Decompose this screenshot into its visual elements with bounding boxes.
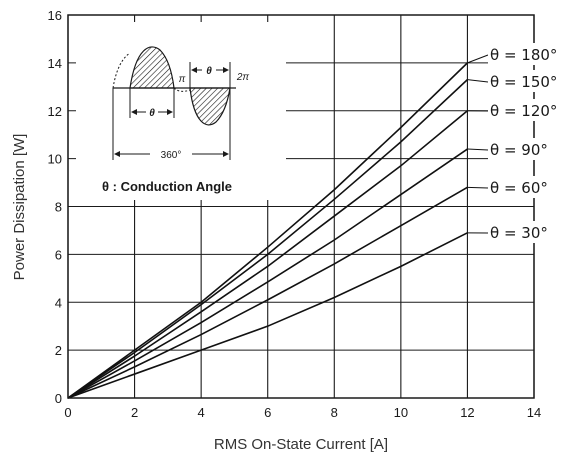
series-label-background [488, 221, 558, 243]
plot-frame [67, 14, 535, 399]
data-curves [67, 62, 468, 399]
x-tick-label: 8 [331, 405, 338, 420]
theta-arrowhead-left [131, 109, 137, 115]
series-label-leader [467, 148, 489, 151]
series-label: θ = 120° [490, 102, 557, 120]
waveform-dotted-fall [173, 87, 191, 92]
series-curve [67, 232, 468, 399]
conduction-angle-caption: θ : Conduction Angle [102, 179, 232, 194]
series-curve [67, 148, 468, 399]
theta2-arrowhead-right [223, 67, 229, 73]
series-label: θ = 60° [490, 179, 548, 197]
theta-lower-label: θ [149, 108, 155, 119]
theta-arrowhead-right [167, 109, 173, 115]
series-label-background [488, 70, 558, 92]
degrees-360-label: 360° [161, 150, 182, 161]
x-tick-label: 10 [394, 405, 408, 420]
y-tick-label: 14 [48, 56, 62, 71]
y-axis-title: Power Dissipation [W] [11, 134, 28, 281]
series-curve [67, 62, 468, 399]
x-tick-label: 6 [264, 405, 271, 420]
x-tick-label: 2 [131, 405, 138, 420]
negative-half-cycle-shading [189, 87, 231, 126]
y-tick-labels: 0 2 4 6 8 10 12 14 16 [48, 8, 62, 406]
series-label-leader [467, 54, 489, 64]
series-label-leader [467, 186, 489, 189]
conduction-angle-inset: θ θ π 2π 360° θ : Conduction Angle [76, 22, 286, 200]
y-tick-label: 4 [55, 295, 62, 310]
series-curve [67, 79, 468, 399]
period-arrowhead-left [114, 151, 120, 157]
x-tick-label: 14 [527, 405, 541, 420]
y-tick-label: 12 [48, 104, 62, 119]
y-tick-label: 6 [55, 247, 62, 262]
series-label-background [488, 138, 558, 160]
x-tick-label: 4 [198, 405, 205, 420]
series-label-background [488, 43, 558, 65]
series-label: θ = 90° [490, 141, 548, 159]
pi-label: π [179, 74, 186, 85]
x-tick-label: 0 [64, 405, 71, 420]
y-tick-label: 0 [55, 391, 62, 406]
series-label-background [488, 99, 558, 121]
series-labels: θ = 180° θ = 150° θ = 120° θ = 90° θ = 60° θ … [467, 43, 558, 243]
y-tick-label: 8 [55, 200, 62, 215]
series-label-leader [467, 79, 489, 83]
two-pi-label: 2π [236, 72, 250, 83]
x-axis-title: RMS On-State Current [A] [214, 436, 388, 453]
theta-upper-label: θ [206, 66, 212, 77]
positive-half-cycle-shading [129, 46, 175, 89]
theta2-arrowhead-left [191, 67, 197, 73]
series-curve [67, 186, 468, 399]
period-arrowhead-right [223, 151, 229, 157]
series-label: θ = 180° [490, 46, 557, 64]
y-tick-label: 2 [55, 343, 62, 358]
waveform-dotted-rise [112, 52, 131, 89]
series-label-background [488, 176, 558, 198]
series-curve [67, 110, 468, 399]
series-label: θ = 30° [490, 224, 548, 242]
x-tick-label: 12 [460, 405, 474, 420]
y-tick-label: 10 [48, 152, 62, 167]
inset-background [76, 22, 286, 200]
x-tick-labels: 0 2 4 6 8 10 12 14 [64, 405, 541, 420]
y-tick-label: 16 [48, 8, 62, 23]
series-label: θ = 150° [490, 73, 557, 91]
